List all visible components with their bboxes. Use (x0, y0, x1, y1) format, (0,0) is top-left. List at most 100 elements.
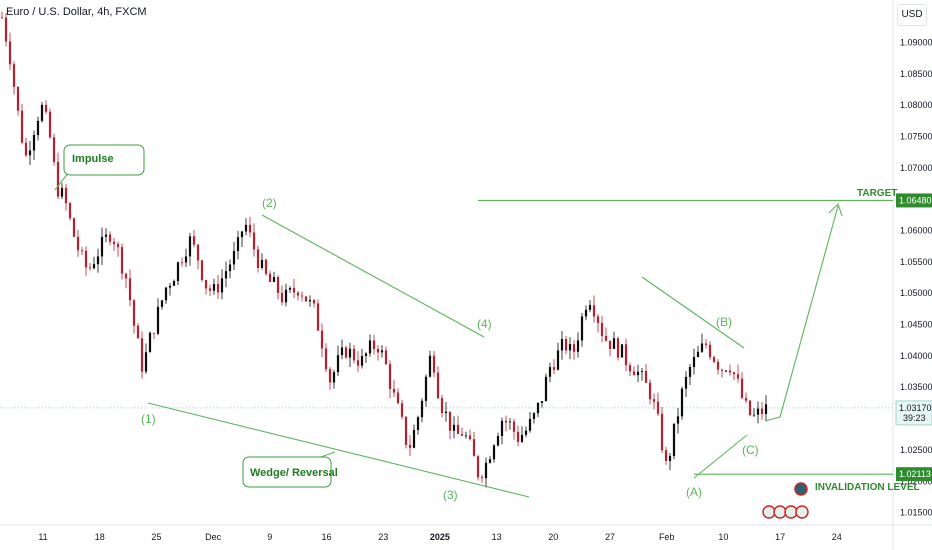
candle-body (68, 203, 72, 219)
candle-body (324, 348, 328, 370)
candle-body (312, 300, 316, 304)
candle-body (308, 300, 312, 302)
candle-body (440, 398, 444, 414)
candle-body (76, 236, 80, 251)
candle-body (504, 420, 508, 423)
candle-body (624, 344, 628, 366)
candle-body (132, 300, 136, 326)
candle-body (548, 367, 552, 377)
candle-body (456, 424, 460, 434)
candle-body (184, 256, 188, 263)
candle-body (124, 273, 128, 279)
wedge-callout[interactable] (242, 456, 332, 488)
candle-body (476, 456, 480, 478)
time-axis[interactable]: 11 18 25 Dec 9 16 23 2025 13 20 27 Feb 10 17 24 (38, 532, 841, 542)
candles (0, 11, 768, 488)
candle-body (64, 187, 68, 204)
candle-body (364, 353, 368, 356)
candle-body (720, 369, 724, 371)
candle-body (172, 281, 176, 286)
candle-body (264, 259, 268, 274)
abc-upper-line (641, 276, 745, 349)
candle-body (744, 397, 748, 401)
candle-body (216, 284, 220, 293)
candle-body (180, 262, 184, 264)
candle-body (600, 323, 604, 337)
price-tick-label: 1.05000 (900, 288, 932, 298)
candle-body (196, 244, 200, 261)
candle-body (508, 421, 512, 423)
candle-body (584, 309, 588, 317)
candle-body (296, 292, 300, 296)
event-icons[interactable] (762, 482, 809, 519)
candle-body (88, 267, 92, 269)
candle-body (128, 278, 132, 301)
candle-body (116, 244, 120, 248)
projection-path (764, 205, 839, 422)
candle-body (648, 382, 652, 400)
candle-body (484, 462, 488, 479)
currency-button[interactable]: USD (897, 4, 927, 26)
candle-body (384, 350, 388, 365)
candle-body (412, 429, 416, 448)
candle-body (752, 414, 756, 416)
price-axis[interactable]: 1.090001.085001.080001.075001.070001.065… (900, 37, 932, 517)
candle-body (152, 332, 156, 334)
target-price-badge: 1.06480 (896, 193, 932, 208)
bar-countdown: 39:23 (903, 413, 926, 423)
candle-body (284, 289, 288, 303)
candle-body (460, 433, 464, 436)
candle-body (108, 234, 112, 242)
wave-label-2: (2) (262, 196, 277, 210)
candle-body (424, 376, 428, 401)
candle-body (256, 249, 260, 268)
candle-body (32, 135, 36, 151)
candle-body (588, 305, 592, 310)
candle-body (96, 256, 100, 265)
flag-icon[interactable] (784, 505, 798, 519)
wave-label-3: (3) (443, 488, 458, 502)
impulse-callout[interactable] (63, 144, 145, 176)
candle-body (368, 340, 372, 354)
candle-body (112, 241, 116, 245)
price-tick-label: 1.01500 (900, 508, 932, 518)
candle-body (564, 339, 568, 351)
candle-body (416, 417, 420, 430)
candle-body (0, 17, 4, 19)
candle-body (352, 348, 356, 361)
candle-body (756, 408, 760, 415)
time-tick-label: 23 (378, 532, 388, 542)
price-tick-label: 1.04500 (900, 320, 932, 330)
candle-body (272, 277, 276, 282)
flag-icon[interactable] (773, 505, 787, 519)
wave-label-c: (C) (742, 443, 759, 457)
candle-body (392, 388, 396, 393)
target-label: TARGET (857, 188, 897, 199)
globe-icon[interactable] (794, 482, 808, 496)
candle-body (404, 416, 408, 445)
time-tick-label: 10 (718, 532, 728, 542)
candle-body (348, 348, 352, 358)
flag-icon[interactable] (795, 505, 809, 519)
candle-body (372, 340, 376, 349)
candle-body (500, 420, 504, 437)
candle-body (612, 338, 616, 349)
candle-body (660, 413, 664, 451)
candle-body (236, 237, 240, 252)
candle-body (640, 371, 644, 372)
candle-body (708, 344, 712, 358)
flag-icon[interactable] (762, 505, 776, 519)
candle-body (48, 111, 52, 138)
candle-body (492, 445, 496, 460)
candle-body (8, 41, 12, 65)
candle-body (684, 376, 688, 389)
time-tick-label: 18 (95, 532, 105, 542)
candle-body (380, 350, 384, 353)
candle-body (208, 288, 212, 291)
candle-body (528, 418, 532, 431)
candle-body (712, 357, 716, 362)
candle-body (40, 104, 44, 121)
invalidation-price-value: 1.02113 (899, 469, 931, 479)
candle-body (304, 296, 308, 302)
